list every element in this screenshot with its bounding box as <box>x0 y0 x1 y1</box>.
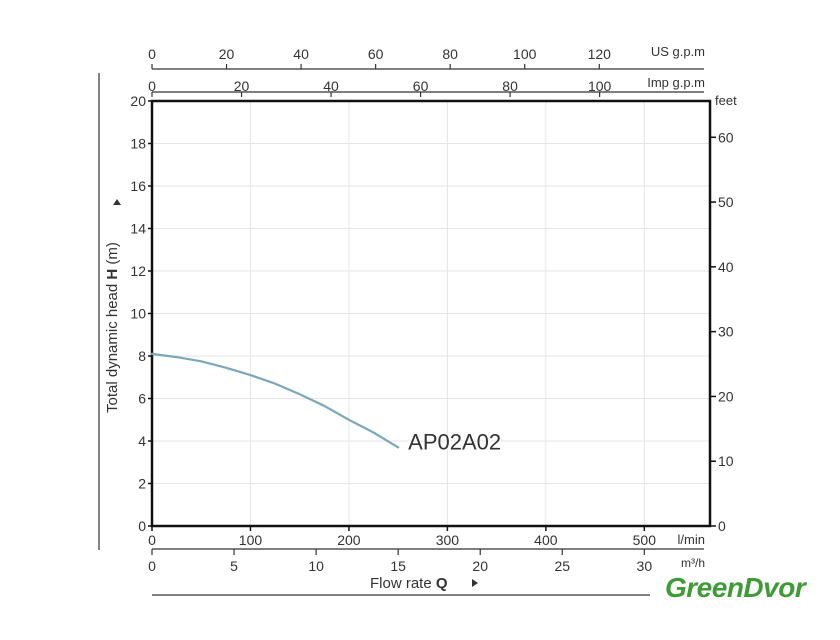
y-axis-title: Total dynamic head H (m) <box>104 242 121 413</box>
x-lmin-unit-label: l/min <box>678 532 705 547</box>
x-imp-gpm-tick-label: 60 <box>413 78 429 94</box>
x-axis-title-symbol: Q <box>436 575 448 592</box>
x-m3h-tick-label: 15 <box>390 558 406 574</box>
y-tick-label: 20 <box>130 93 146 109</box>
y2-tick-label: 10 <box>718 453 734 469</box>
x-m3h-tick-label: 5 <box>230 558 238 574</box>
x-axis-arrow-icon <box>472 579 478 587</box>
x-imp-gpm-tick-label: 20 <box>234 78 250 94</box>
y-tick-label: 12 <box>130 263 146 279</box>
x-imp-gpm-unit-label: Imp g.p.m <box>647 75 705 90</box>
x-axis-title-text: Flow rate <box>370 575 436 592</box>
x-lmin-tick-label: 500 <box>633 532 657 548</box>
x-lmin-tick-label: 400 <box>534 532 558 548</box>
y-tick-label: 16 <box>130 178 146 194</box>
y-tick-label: 14 <box>130 221 146 237</box>
brand-watermark: GreenDvor <box>665 572 806 603</box>
x-m3h-tick-label: 30 <box>637 558 653 574</box>
y2-tick-label: 50 <box>718 194 734 210</box>
y2-tick-label: 60 <box>718 129 734 145</box>
x-us-gpm-tick-label: 20 <box>219 46 235 62</box>
y2-unit-label: feet <box>715 93 737 108</box>
y-tick-label: 0 <box>138 518 146 534</box>
x-us-gpm-tick-label: 120 <box>588 46 612 62</box>
y2-tick-label: 20 <box>718 388 734 404</box>
x-imp-gpm-tick-label: 80 <box>502 78 518 94</box>
x-lmin-tick-label: 0 <box>148 532 156 548</box>
y-axis-title-text: Total dynamic head <box>104 280 121 413</box>
x-m3h-tick-label: 10 <box>308 558 324 574</box>
x-us-gpm-unit-label: US g.p.m <box>651 44 705 59</box>
y-tick-label: 8 <box>138 348 146 364</box>
y-tick-label: 2 <box>138 476 146 492</box>
y-axis-title-unit: (m) <box>104 242 121 269</box>
x-m3h-tick-label: 20 <box>472 558 488 574</box>
x-m3h-unit-label: m³/h <box>681 556 705 570</box>
y-tick-label: 6 <box>138 391 146 407</box>
x-us-gpm-tick-label: 80 <box>442 46 458 62</box>
x-us-gpm-tick-label: 100 <box>513 46 537 62</box>
y2-tick-label: 40 <box>718 259 734 275</box>
x-imp-gpm-tick-label: 40 <box>323 78 339 94</box>
y2-tick-label: 30 <box>718 324 734 340</box>
x-us-gpm-tick-label: 60 <box>368 46 384 62</box>
x-imp-gpm-tick-label: 0 <box>148 78 156 94</box>
x-axis-title: Flow rate Q <box>370 575 448 592</box>
x-lmin-tick-label: 300 <box>436 532 460 548</box>
y-axis-arrow-icon <box>113 199 121 205</box>
x-us-gpm-tick-label: 40 <box>293 46 309 62</box>
x-us-gpm-tick-label: 0 <box>148 46 156 62</box>
series-label: AP02A02 <box>408 429 501 454</box>
x-m3h-tick-label: 25 <box>554 558 570 574</box>
x-imp-gpm-tick-label: 100 <box>588 78 612 94</box>
series-curve <box>150 352 400 449</box>
y2-tick-label: 0 <box>718 518 726 534</box>
y-tick-label: 10 <box>130 306 146 322</box>
y-tick-label: 4 <box>138 433 146 449</box>
x-lmin-tick-label: 200 <box>337 532 361 548</box>
x-m3h-tick-label: 0 <box>148 558 156 574</box>
y-tick-label: 18 <box>130 136 146 152</box>
x-lmin-tick-label: 100 <box>239 532 263 548</box>
y-axis-title-symbol: H <box>104 269 121 280</box>
